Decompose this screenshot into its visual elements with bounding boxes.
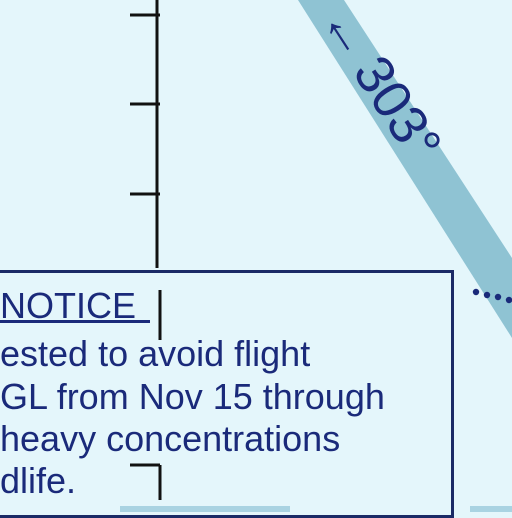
notice-line-3: heavy concentrations <box>0 418 341 459</box>
notice-line-2: GL from Nov 15 through <box>0 376 385 417</box>
notice-underline <box>0 320 150 323</box>
route-band <box>298 0 512 338</box>
notice-line-4: dlife. <box>0 460 77 501</box>
notice-title: NOTICE <box>0 285 137 326</box>
notice-line-1: ested to avoid flight <box>0 333 311 374</box>
bottom-band-right <box>470 506 512 512</box>
dotted-boundary <box>472 288 512 304</box>
bottom-band <box>120 506 290 512</box>
